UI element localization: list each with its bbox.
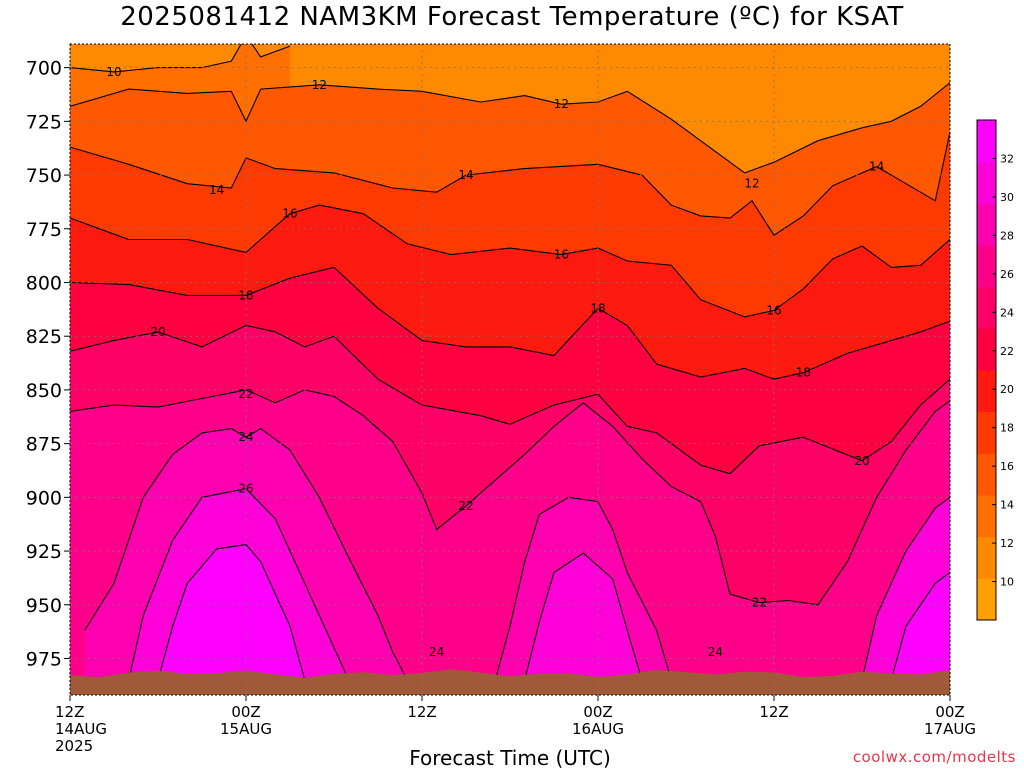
colorbar-frame xyxy=(976,119,997,621)
colorbar-tick-label: 14 xyxy=(1000,499,1014,512)
y-tick-label: 775 xyxy=(26,219,62,241)
isotherm-26 xyxy=(524,552,643,681)
contour-label: 24 xyxy=(238,430,253,444)
y-tick-label: 950 xyxy=(26,595,62,617)
colorbar-swatch xyxy=(977,370,996,413)
contour-labels: 10 12 12 12 14 14 14 16 16 16 18 18 18 20 20 22 22 22 24 24… xyxy=(106,65,884,659)
x-tick-label: 00Z xyxy=(583,703,612,721)
isotherm-20 xyxy=(70,324,950,475)
contour-label: 26 xyxy=(238,482,253,496)
isotherm-contours xyxy=(70,44,950,681)
isotherm-18 xyxy=(70,266,950,380)
y-tick-label: 925 xyxy=(26,541,62,563)
colorbar-tick-label: 22 xyxy=(1000,345,1014,358)
contour-label: 12 xyxy=(312,78,327,92)
contour-label: 18 xyxy=(796,366,811,380)
contour-label: 18 xyxy=(238,288,253,302)
ground-polygon xyxy=(70,669,950,695)
contour-label: 24 xyxy=(429,645,444,659)
contour-label: 16 xyxy=(282,207,297,221)
temperature-fill xyxy=(70,44,950,695)
contour-label: 24 xyxy=(708,645,723,659)
y-axis: 700 725 750 775 800 825 850 875 900 925 950 975 xyxy=(26,58,70,670)
colorbar-swatch xyxy=(977,495,996,538)
x-tick-label: 12Z xyxy=(759,703,788,721)
x-tick-label: 12Z xyxy=(55,703,84,721)
contour-label: 18 xyxy=(590,301,605,315)
y-tick-label: 750 xyxy=(26,165,62,187)
colorbar-swatch xyxy=(977,411,996,454)
y-tick-label: 875 xyxy=(26,434,62,456)
x-axis-label: Forecast Time (UTC) xyxy=(409,746,611,770)
credit-link[interactable]: coolwx.com/modelts xyxy=(852,748,1016,766)
x-tick-label: 2025 xyxy=(55,737,93,755)
contour-label: 14 xyxy=(869,159,884,173)
band-fill-26 xyxy=(524,553,642,695)
contour-label: 10 xyxy=(106,65,121,79)
isotherm-24 xyxy=(494,496,672,681)
contour-label: 22 xyxy=(458,499,473,513)
y-tick-label: 900 xyxy=(26,487,62,509)
colorbar-swatch xyxy=(977,203,996,246)
contour-label: 16 xyxy=(554,248,569,262)
contour-label: 12 xyxy=(744,177,759,191)
colorbar-tick-label: 26 xyxy=(1000,268,1014,281)
colorbar-swatch xyxy=(977,120,996,163)
y-tick-label: 800 xyxy=(26,272,62,294)
colorbar-swatch xyxy=(977,578,996,621)
chart-title: 2025081412 NAM3KM Forecast Temperature (… xyxy=(120,2,904,32)
isotherm-16 xyxy=(70,204,950,318)
colorbar-swatch xyxy=(977,453,996,496)
isotherm-28 xyxy=(890,572,950,681)
band-fill-28 xyxy=(891,572,950,695)
plot-frame xyxy=(69,43,951,696)
colorbar-tick-label: 16 xyxy=(1000,460,1014,473)
isotherm-22 xyxy=(70,389,950,606)
y-tick-label: 850 xyxy=(26,380,62,402)
contour-label: 20 xyxy=(854,454,869,468)
colorbar-swatch xyxy=(977,161,996,204)
x-tick-label: 12Z xyxy=(407,703,436,721)
colorbar-swatch xyxy=(977,286,996,329)
isotherm-24 xyxy=(84,427,408,681)
isotherm-28 xyxy=(157,544,306,681)
y-tick-label: 700 xyxy=(26,58,62,80)
colorbar: 10 12 14 16 18 20 22 24 26 28 30 32 xyxy=(976,119,1014,621)
x-tick-label: 17AUG xyxy=(924,720,976,738)
contour-label: 14 xyxy=(209,183,224,197)
contour-label: 16 xyxy=(766,303,781,317)
colorbar-tick-label: 28 xyxy=(1000,229,1014,242)
ground-surface xyxy=(70,669,950,695)
x-tick-label: 16AUG xyxy=(572,720,624,738)
isotherm-26 xyxy=(861,496,950,681)
colorbar-swatch xyxy=(977,536,996,579)
y-tick-label: 825 xyxy=(26,326,62,348)
colorbar-tick-label: 18 xyxy=(1000,422,1014,435)
colorbar-swatch xyxy=(977,328,996,371)
contour-label: 12 xyxy=(554,97,569,111)
colorbar-tick-label: 24 xyxy=(1000,306,1014,319)
colorbar-tick-label: 10 xyxy=(1000,576,1014,589)
isotherm-14 xyxy=(70,131,950,236)
contour-label: 20 xyxy=(150,325,165,339)
colorbar-swatch xyxy=(977,245,996,288)
x-tick-label: 14AUG xyxy=(55,720,107,738)
isotherm-12 xyxy=(70,82,950,174)
colorbar-tick-label: 32 xyxy=(1000,152,1014,165)
isotherm-10 xyxy=(70,44,291,73)
y-tick-label: 725 xyxy=(26,111,62,133)
colorbar-tick-label: 30 xyxy=(1000,191,1014,204)
colorbar-tick-label: 12 xyxy=(1000,537,1014,550)
colorbar-tick-label: 20 xyxy=(1000,383,1014,396)
x-tick-label: 15AUG xyxy=(220,720,272,738)
band-fill-28 xyxy=(158,544,305,695)
contour-label: 22 xyxy=(752,596,767,610)
contour-label: 22 xyxy=(238,387,253,401)
x-tick-label: 00Z xyxy=(935,703,964,721)
contour-label: 14 xyxy=(458,168,473,182)
x-tick-label: 00Z xyxy=(231,703,260,721)
y-tick-label: 975 xyxy=(26,648,62,670)
